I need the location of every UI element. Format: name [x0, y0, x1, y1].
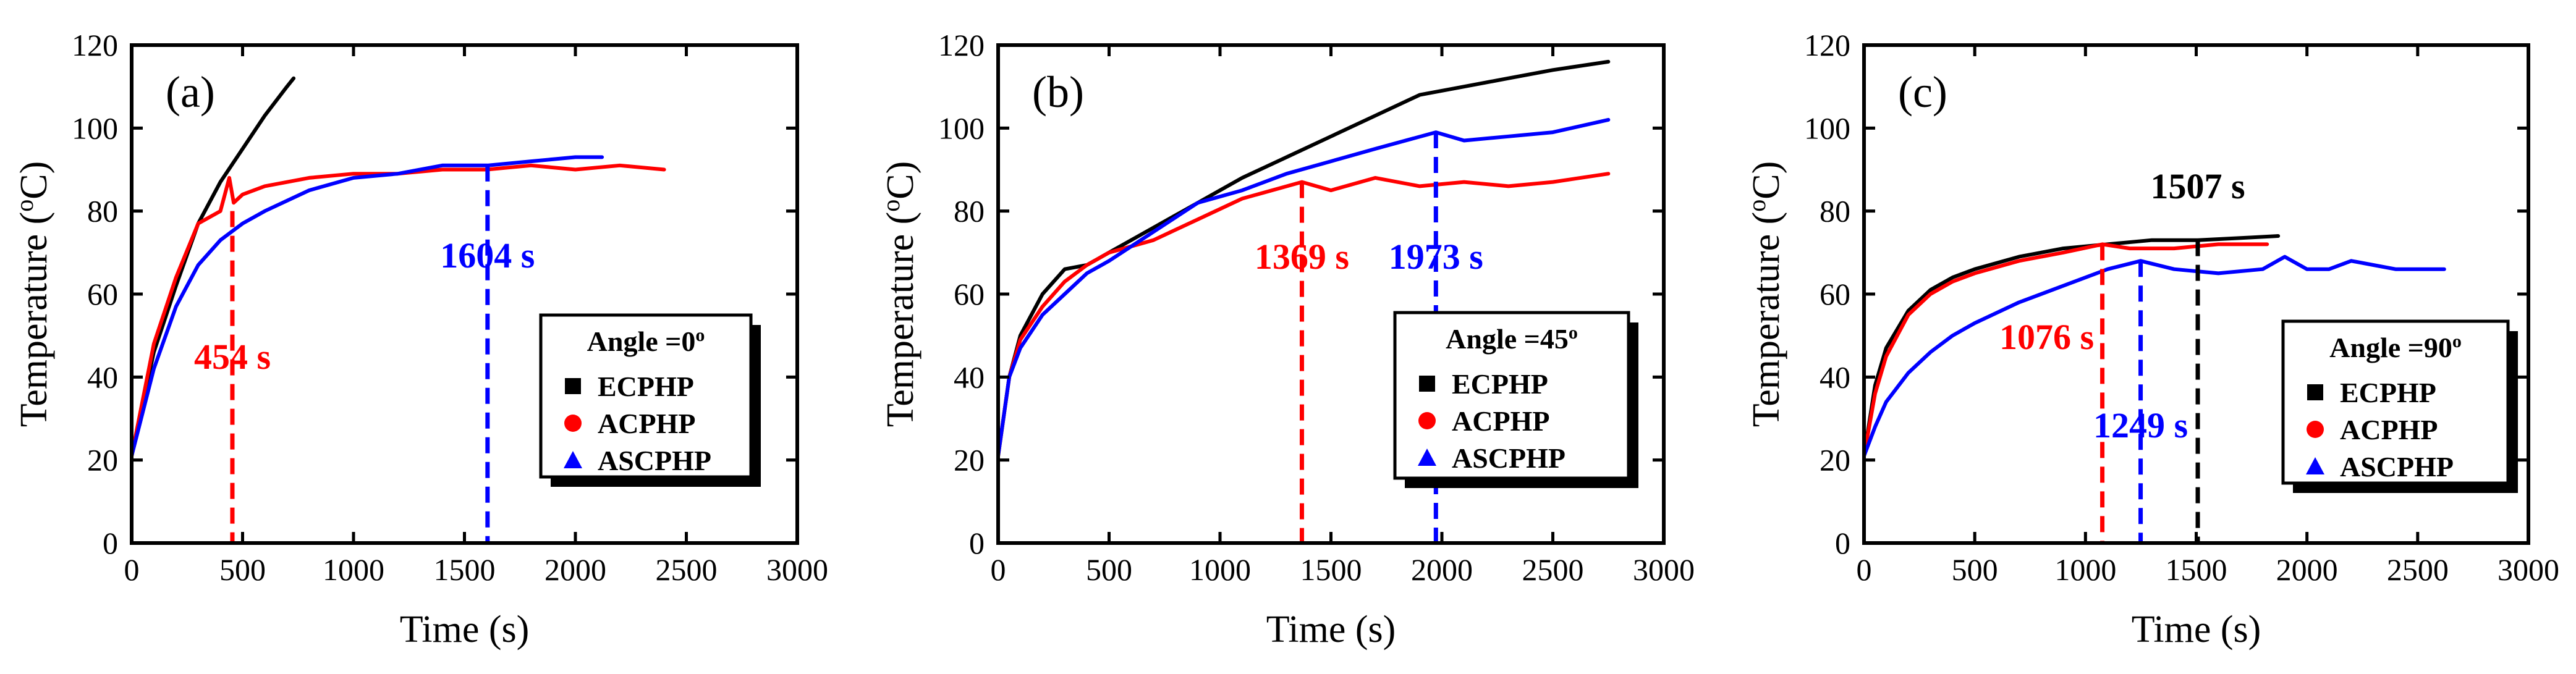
- x-tick-label: 2000: [544, 552, 606, 587]
- series-line-ascphp: [130, 155, 604, 458]
- chart-panel-2: 1369 s 1973 s 0 500 1000 1500 2000 2500 3000 0 20 4…: [877, 28, 1695, 651]
- legend-marker-circle: [1418, 412, 1436, 429]
- legend-title: Angle =90o: [2329, 331, 2462, 364]
- x-tick-label: 3000: [2498, 552, 2559, 587]
- y-tick-label: 20: [87, 443, 118, 478]
- x-tick-label: 3000: [1633, 552, 1695, 587]
- x-axis-title: Time (s): [1266, 609, 1396, 651]
- series-line-ecphp: [996, 59, 1611, 458]
- legend-entry-label: ECPHP: [2340, 377, 2436, 408]
- x-tick-label: 0: [991, 552, 1006, 587]
- x-tick-label: 500: [1952, 552, 1998, 587]
- y-tick-label: 100: [1804, 111, 1850, 145]
- legend-entry-label: ECPHP: [1452, 368, 1548, 400]
- y-tick-label: 40: [954, 360, 985, 394]
- x-tick-label: 2500: [1522, 552, 1584, 587]
- legend-box: [1393, 311, 1630, 480]
- annotation-label: 1604 s: [440, 235, 535, 276]
- chart-panel-1: 454 s 1604 s 0 500 1000 1500 2000 2500 3000 0 20 40…: [11, 28, 829, 651]
- panel-label: (a): [166, 67, 215, 117]
- x-axis-title: Time (s): [2132, 609, 2261, 651]
- y-tick-label: 40: [1820, 360, 1850, 394]
- legend-marker-square: [2307, 384, 2323, 400]
- y-axis-title: Temperature (oC): [1743, 161, 1788, 428]
- legend-box: [539, 313, 753, 479]
- legend-entry-label: ACPHP: [2340, 414, 2438, 445]
- series-line-ecphp: [130, 76, 296, 458]
- x-tick-label: 2000: [1411, 552, 1473, 587]
- legend-marker-square: [1419, 376, 1435, 392]
- series-line-ascphp: [1862, 255, 2446, 458]
- series-line-acphp: [1862, 242, 2269, 458]
- y-tick-label: 100: [72, 111, 118, 145]
- y-tick-label: 80: [1820, 194, 1850, 229]
- series-line-ecphp: [1862, 234, 2281, 458]
- legend-title: Angle =45o: [1446, 322, 1578, 355]
- legend-entry-label: ECPHP: [598, 371, 694, 402]
- legend-entry-label: ASCPHP: [2340, 451, 2454, 482]
- annotation-label: 1973 s: [1389, 237, 1483, 277]
- y-axis-title: Temperature (oC): [877, 161, 922, 428]
- x-tick-label: 1000: [323, 552, 384, 587]
- legend-marker-triangle: [2306, 457, 2324, 474]
- legend-entry-label: ASCPHP: [598, 445, 711, 476]
- annotation-label: 454 s: [194, 337, 271, 377]
- y-tick-label: 40: [87, 360, 118, 394]
- annotation-label: 1076 s: [1999, 317, 2094, 357]
- legend-entry-label: ACPHP: [1452, 405, 1549, 437]
- x-tick-label: 2500: [656, 552, 718, 587]
- legend-box: [2281, 319, 2510, 485]
- legend-entry-label: ACPHP: [598, 408, 695, 439]
- x-tick-label: 1500: [2166, 552, 2227, 587]
- y-tick-label: 20: [1820, 443, 1850, 478]
- series-line-acphp: [130, 163, 666, 458]
- x-axis-title: Time (s): [400, 609, 530, 651]
- annotation-label: 1369 s: [1255, 237, 1349, 277]
- y-tick-label: 100: [938, 111, 985, 145]
- y-tick-label: 60: [87, 277, 118, 311]
- x-tick-label: 2500: [2387, 552, 2449, 587]
- y-tick-label: 80: [87, 194, 118, 229]
- x-tick-label: 1500: [434, 552, 496, 587]
- legend-marker-triangle: [564, 451, 582, 468]
- y-tick-label: 0: [103, 526, 118, 560]
- annotation-label: 1507 s: [2150, 166, 2245, 206]
- legend-marker-square: [565, 378, 581, 394]
- x-tick-label: 3000: [766, 552, 828, 587]
- x-tick-label: 0: [1857, 552, 1872, 587]
- y-tick-label: 120: [72, 28, 118, 62]
- y-tick-label: 20: [954, 443, 985, 478]
- y-tick-label: 0: [969, 526, 985, 560]
- series-line-ascphp: [996, 117, 1611, 458]
- y-tick-label: 80: [954, 194, 985, 229]
- y-tick-label: 60: [954, 277, 985, 311]
- series-line-acphp: [996, 172, 1611, 458]
- x-tick-label: 1000: [1189, 552, 1251, 587]
- x-tick-label: 2000: [2276, 552, 2338, 587]
- legend-marker-circle: [2307, 421, 2324, 438]
- y-axis-title: Temperature (oC): [11, 161, 56, 428]
- annotation-label: 1249 s: [2093, 405, 2188, 445]
- x-tick-label: 1500: [1300, 552, 1362, 587]
- y-tick-label: 120: [938, 28, 985, 62]
- panel-label: (c): [1898, 67, 1947, 117]
- legend-entry-label: ASCPHP: [1452, 442, 1566, 474]
- x-tick-label: 500: [219, 552, 266, 587]
- x-tick-label: 500: [1086, 552, 1132, 587]
- legend-title: Angle =0o: [587, 325, 705, 358]
- y-tick-label: 120: [1804, 28, 1850, 62]
- legend-marker-circle: [564, 415, 582, 432]
- legend-marker-triangle: [1418, 449, 1436, 466]
- y-tick-label: 60: [1820, 277, 1850, 311]
- x-tick-label: 0: [124, 552, 140, 587]
- y-tick-label: 0: [1835, 526, 1850, 560]
- panel-label: (b): [1032, 67, 1084, 117]
- x-tick-label: 1000: [2054, 552, 2116, 587]
